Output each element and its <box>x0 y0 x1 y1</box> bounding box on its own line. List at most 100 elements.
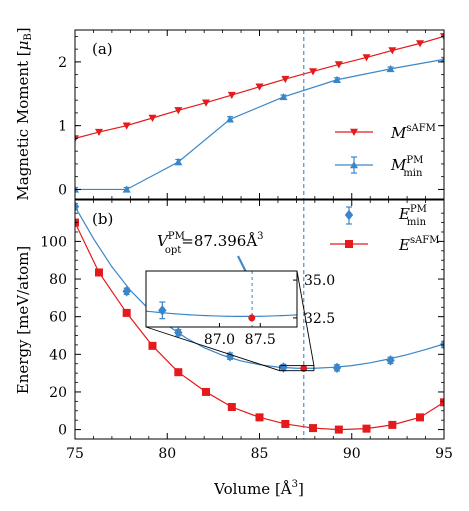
pm-fit-curve <box>75 206 444 369</box>
panel-a-ylabel-text: Magnetic Moment [ <box>14 50 32 200</box>
panel-a-frame <box>74 29 445 200</box>
series-e-safm-point <box>174 368 183 377</box>
inset-ytick-label: 35.0 <box>304 273 335 289</box>
series-a0-point <box>122 122 131 130</box>
inset-background <box>146 271 297 327</box>
vopt-sub: opt <box>165 245 181 256</box>
series-a0-point <box>255 83 264 91</box>
panel-a-magnetic-moment: 012 (a) MsAFM MPM min Magnetic Moment [μB… <box>14 27 445 201</box>
panel-b-ytick-label: 40 <box>49 347 67 363</box>
inset-ytick-label: 32.5 <box>304 311 335 327</box>
panel-a-ylabel-unit-sub: B <box>23 33 34 40</box>
series-a0-point <box>94 128 103 137</box>
x-axis-label-exp: 3 <box>292 479 298 490</box>
panel-b-ytick-label: 0 <box>58 423 67 439</box>
panel-b-ylabel: Energy [meV/atom] <box>14 246 32 394</box>
series-e-safm-point <box>362 424 371 433</box>
legend-m-pm-min-marker <box>350 161 358 169</box>
panel-b-ytick-label: 80 <box>49 272 67 288</box>
series-e-safm-point <box>94 268 103 277</box>
series-e-safm-point <box>201 387 210 396</box>
x-axis-label-close: ] <box>298 480 304 498</box>
inset-point <box>248 314 256 322</box>
series-e-pm-min-point <box>332 362 342 374</box>
legend-e-safm-sup: sAFM <box>410 235 440 246</box>
series-a0-point <box>388 47 397 55</box>
vopt-annotation-text: VPM opt=87.396Å3 <box>157 231 264 256</box>
series-a0-point <box>281 75 290 84</box>
legend-e-pm-min-marker <box>344 209 354 221</box>
inset-frame <box>145 270 298 328</box>
panel-b-xtick-label: 95 <box>435 446 453 462</box>
zoom-box <box>279 365 315 372</box>
series-a0-point <box>334 61 343 69</box>
legend-e-pm-min-name: E <box>398 205 410 223</box>
panel-a-ytick-label: 1 <box>58 119 67 135</box>
series-a1-point <box>279 92 288 101</box>
panel-b-legend: EPM min EsAFM <box>330 204 439 254</box>
panel-b-xtick-label: 80 <box>158 446 176 462</box>
panel-b-xtick-label: 90 <box>343 446 361 462</box>
series-a0-point <box>201 99 210 107</box>
series-e-safm-point <box>416 413 425 422</box>
panel-b-xtick-label: 85 <box>251 446 269 462</box>
series-a0-point <box>227 91 236 100</box>
series-e-safm-point <box>148 341 157 350</box>
legend-e-safm-marker <box>345 240 353 248</box>
series-e-safm-point <box>255 413 264 422</box>
series-a1-point <box>122 185 131 193</box>
zoom-connector-left <box>145 326 280 372</box>
series-a1-point <box>225 115 234 123</box>
legend-m-pm-min: MPM min <box>390 155 423 179</box>
series-e-pm-min-point <box>174 327 183 338</box>
series-e-pm-min-point <box>279 362 288 373</box>
legend-m-safm-marker <box>350 128 358 136</box>
series-e-safm-point <box>334 425 343 434</box>
series-e-pm-min-point <box>386 355 395 366</box>
zoom-connector-right <box>296 270 315 366</box>
series-a0-point <box>309 68 318 76</box>
series-e-safm-point <box>388 420 397 429</box>
panel-b-frame <box>74 199 445 440</box>
panel-a-ytick-label: 0 <box>58 182 67 198</box>
legend-m-pm-min-sup: PM <box>406 155 423 166</box>
series-e-safm-point <box>227 403 236 412</box>
panel-a-ylabel: Magnetic Moment [μB] <box>14 27 34 200</box>
legend-m-pm-min-sub: min <box>403 168 423 179</box>
legend-e-pm-min-sub: min <box>407 217 427 228</box>
series-a1-point <box>332 75 341 83</box>
panel-b-ytick-label: 20 <box>49 385 67 401</box>
series-a1-point <box>440 55 444 63</box>
inset-point <box>158 305 167 316</box>
legend-e-safm-name: E <box>398 236 410 254</box>
panel-a-ytick-label: 2 <box>58 55 67 71</box>
vopt-value: =87.396Å <box>181 232 257 250</box>
panel-b-ytick-label: 100 <box>40 234 67 250</box>
series-e-safm-point <box>122 308 131 317</box>
legend-e-pm-min: EPM min <box>398 204 427 228</box>
series-e-safm-point <box>281 419 290 428</box>
panel-a-ylabel-close: ] <box>14 27 32 33</box>
series-a1-point <box>174 158 183 166</box>
series-a0-point <box>416 40 425 48</box>
series-a0-point <box>148 114 157 123</box>
series-a0-point <box>362 54 371 62</box>
legend-m-safm-name: M <box>390 124 407 142</box>
panel-a-legend: MsAFM MPM min <box>335 123 436 179</box>
legend-m-safm-sup: sAFM <box>406 123 436 134</box>
series-e-pm-min-errbar <box>441 340 444 349</box>
legend-m-pm-min-name: M <box>390 156 407 174</box>
series-a1-point <box>386 64 395 73</box>
series-e-safm-point <box>309 424 318 433</box>
legend-m-safm: MsAFM <box>390 123 436 142</box>
series-e-safm-point <box>440 398 444 407</box>
series-e-pm-min-errbar <box>75 202 78 211</box>
panel-a-label: (a) <box>92 40 113 58</box>
vopt-sup: PM <box>168 231 185 242</box>
series-a0-point <box>440 33 444 41</box>
vopt-point <box>300 364 308 372</box>
panel-b-label: (b) <box>92 210 113 228</box>
vopt-value-exp: 3 <box>257 231 263 242</box>
series-e-pm-min-point <box>122 286 131 297</box>
